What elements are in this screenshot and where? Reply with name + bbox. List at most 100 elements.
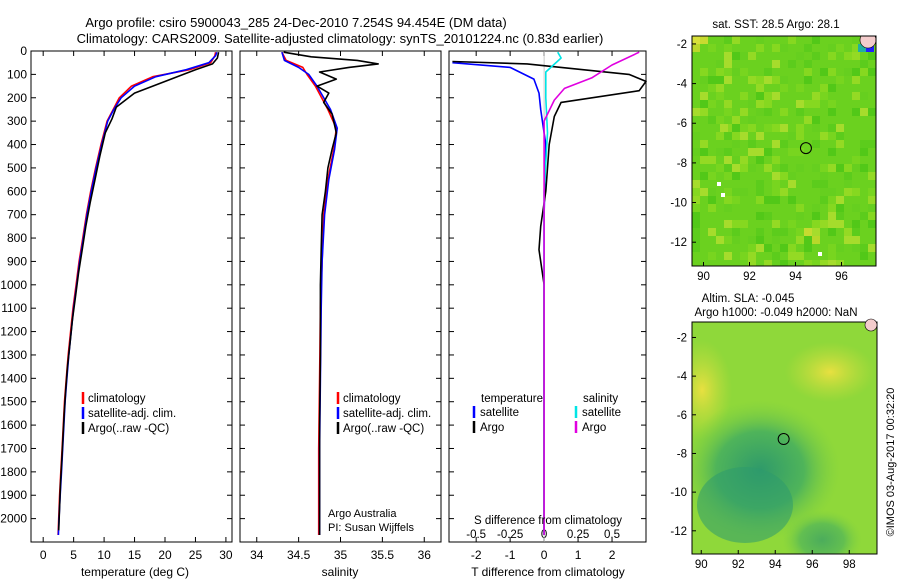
sst-cell	[852, 44, 860, 52]
sst-cell	[780, 84, 788, 92]
sst-cell	[708, 228, 716, 236]
sst-cell	[804, 116, 812, 124]
sst-cell	[732, 172, 740, 180]
sst-cell	[844, 52, 852, 60]
sst-cell	[836, 140, 844, 148]
sst-cell	[836, 212, 844, 220]
salinity-lines	[281, 51, 380, 535]
sst-cell	[868, 108, 876, 116]
x-tick-label-top: -0.25	[497, 529, 523, 541]
x-tick-label: 30	[219, 548, 233, 562]
sst-cell	[700, 156, 708, 164]
x-tick-label: 34	[250, 548, 264, 562]
sst-map-title: sat. SST: 28.5 Argo: 28.1	[712, 19, 839, 31]
sst-cell	[796, 236, 804, 244]
legend-label: satellite	[480, 407, 519, 419]
sst-cell	[756, 260, 764, 266]
sst-cell	[716, 76, 724, 84]
sst-cell	[804, 100, 812, 108]
sst-cell	[700, 108, 708, 116]
sst-cell	[860, 68, 868, 76]
y-tick-label: 600	[7, 184, 27, 198]
sst-cell	[756, 172, 764, 180]
sst-cell	[852, 52, 860, 60]
map-y-tick-label: -12	[670, 526, 687, 538]
map-y-tick-label: -10	[670, 198, 687, 210]
sst-cell	[772, 220, 780, 228]
map-x-tick-label: 96	[806, 559, 819, 571]
sst-cell	[868, 68, 876, 76]
sst-cell	[868, 148, 876, 156]
temperature-x-label: temperature (deg C)	[81, 565, 189, 579]
sst-cell	[860, 212, 868, 220]
sst-cell	[708, 84, 716, 92]
series-line-satellite-adj-clim-	[281, 51, 339, 535]
imos-watermark: ©IMOS 03-Aug-2017 00:32:20	[885, 388, 897, 537]
map-y-tick-label: -6	[677, 118, 687, 130]
sst-cell	[804, 260, 812, 266]
sst-cell	[748, 148, 756, 156]
sst-cell	[812, 164, 820, 172]
sst-cell	[844, 172, 852, 180]
sst-cell	[764, 164, 772, 172]
sst-cell	[708, 100, 716, 108]
sst-cell	[788, 172, 796, 180]
series-line-climatology	[57, 52, 217, 536]
sst-cell	[756, 44, 764, 52]
sst-cell	[732, 36, 740, 44]
sst-cell	[732, 228, 740, 236]
sst-cell	[748, 44, 756, 52]
x-tick-label: 5	[70, 548, 77, 562]
sst-cell	[836, 188, 844, 196]
x-tick-label: 2	[609, 548, 616, 562]
series-line-salinity-argo	[543, 51, 640, 535]
sst-cell	[732, 52, 740, 60]
y-tick-label: 1600	[0, 418, 27, 432]
sst-missing-cell	[717, 182, 721, 186]
sst-cell	[740, 164, 748, 172]
sst-cell	[796, 252, 804, 260]
y-tick-label: 200	[7, 91, 27, 105]
sst-cell	[788, 132, 796, 140]
difference-legend: temperature salinity satellite Argo satellit…	[472, 393, 621, 434]
sst-cell	[796, 212, 804, 220]
sst-cell	[788, 148, 796, 156]
sst-cell	[780, 172, 788, 180]
legend-label: Argo(..raw -QC)	[343, 423, 424, 435]
sst-cell	[732, 188, 740, 196]
sst-cell	[732, 164, 740, 172]
sst-cell	[692, 108, 700, 116]
sst-cell	[820, 68, 828, 76]
y-tick-label: 1800	[0, 465, 27, 479]
sst-cell	[860, 164, 868, 172]
sst-cell	[772, 76, 780, 84]
sst-cell	[852, 228, 860, 236]
sst-cell	[764, 244, 772, 252]
figure-title-line1: Argo profile: csiro 5900043_285 24-Dec-2…	[85, 15, 506, 30]
sst-cell	[772, 60, 780, 68]
sst-cell	[724, 108, 732, 116]
sst-cell	[756, 188, 764, 196]
sst-cell	[796, 52, 804, 60]
sla-land-patch	[864, 318, 878, 332]
sst-cell	[700, 36, 708, 44]
sst-cell	[868, 156, 876, 164]
sst-cell	[724, 188, 732, 196]
map-x-tick-label: 98	[843, 559, 856, 571]
salinity-annotation-pi: PI: Susan Wijffels	[328, 522, 414, 534]
sst-cell	[828, 44, 836, 52]
sst-cell	[724, 172, 732, 180]
sst-cell	[772, 236, 780, 244]
sst-cell	[756, 100, 764, 108]
sst-cell	[868, 52, 876, 60]
sst-cell	[820, 196, 828, 204]
sst-map-cells	[692, 36, 876, 266]
sst-cell	[724, 76, 732, 84]
sst-cell	[724, 204, 732, 212]
sst-cell	[868, 132, 876, 140]
sst-cell	[692, 180, 700, 188]
sst-cell	[724, 132, 732, 140]
sst-cell	[852, 76, 860, 84]
sla-map-frame	[691, 321, 878, 555]
sst-cell	[732, 124, 740, 132]
